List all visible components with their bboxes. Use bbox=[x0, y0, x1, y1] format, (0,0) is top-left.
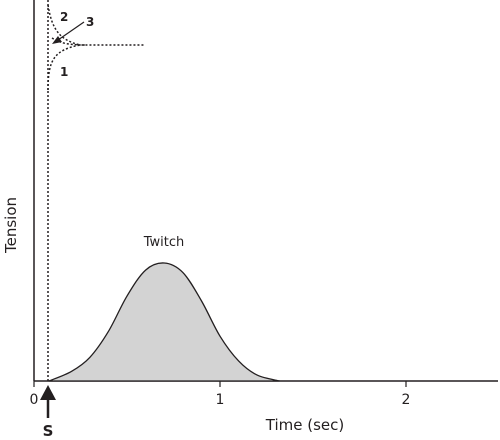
x-tick-label: 1 bbox=[216, 392, 225, 408]
stimulus-label: S bbox=[43, 422, 54, 440]
trace-label-1: 1 bbox=[60, 65, 68, 79]
twitch-curve bbox=[48, 262, 280, 382]
twitch-series-label: Twitch bbox=[143, 235, 185, 250]
trace-label-3: 3 bbox=[86, 15, 94, 29]
x-axis-label: Time (sec) bbox=[265, 416, 344, 434]
stimulus-arrowhead bbox=[40, 385, 56, 400]
x-tick-label: 0 bbox=[30, 392, 39, 408]
tension-trace-2-top bbox=[47, 4, 81, 46]
y-axis-label: Tension bbox=[2, 197, 20, 254]
x-ticks: 0 1 2 bbox=[30, 381, 411, 408]
trace-3-pointer bbox=[57, 21, 85, 41]
x-tick-label: 2 bbox=[402, 392, 411, 408]
trace-3-arrowhead bbox=[52, 36, 62, 44]
trace-label-2: 2 bbox=[60, 10, 68, 24]
